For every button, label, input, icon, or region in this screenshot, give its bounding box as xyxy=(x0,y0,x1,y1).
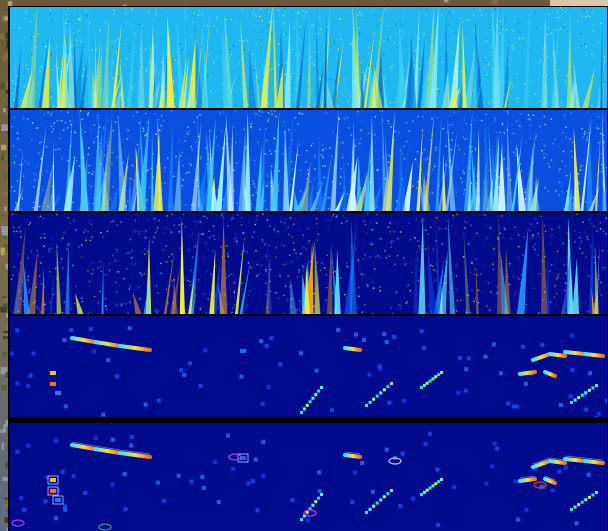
spectrogram-panel-thresholded xyxy=(10,213,607,314)
detection-panel xyxy=(10,316,607,417)
spectrogram-panel-raw xyxy=(10,7,607,108)
spectrogram-panel-stack xyxy=(8,6,608,531)
spectrogram-panel-denoised xyxy=(10,110,607,211)
detection-panel-outlined xyxy=(10,423,607,531)
